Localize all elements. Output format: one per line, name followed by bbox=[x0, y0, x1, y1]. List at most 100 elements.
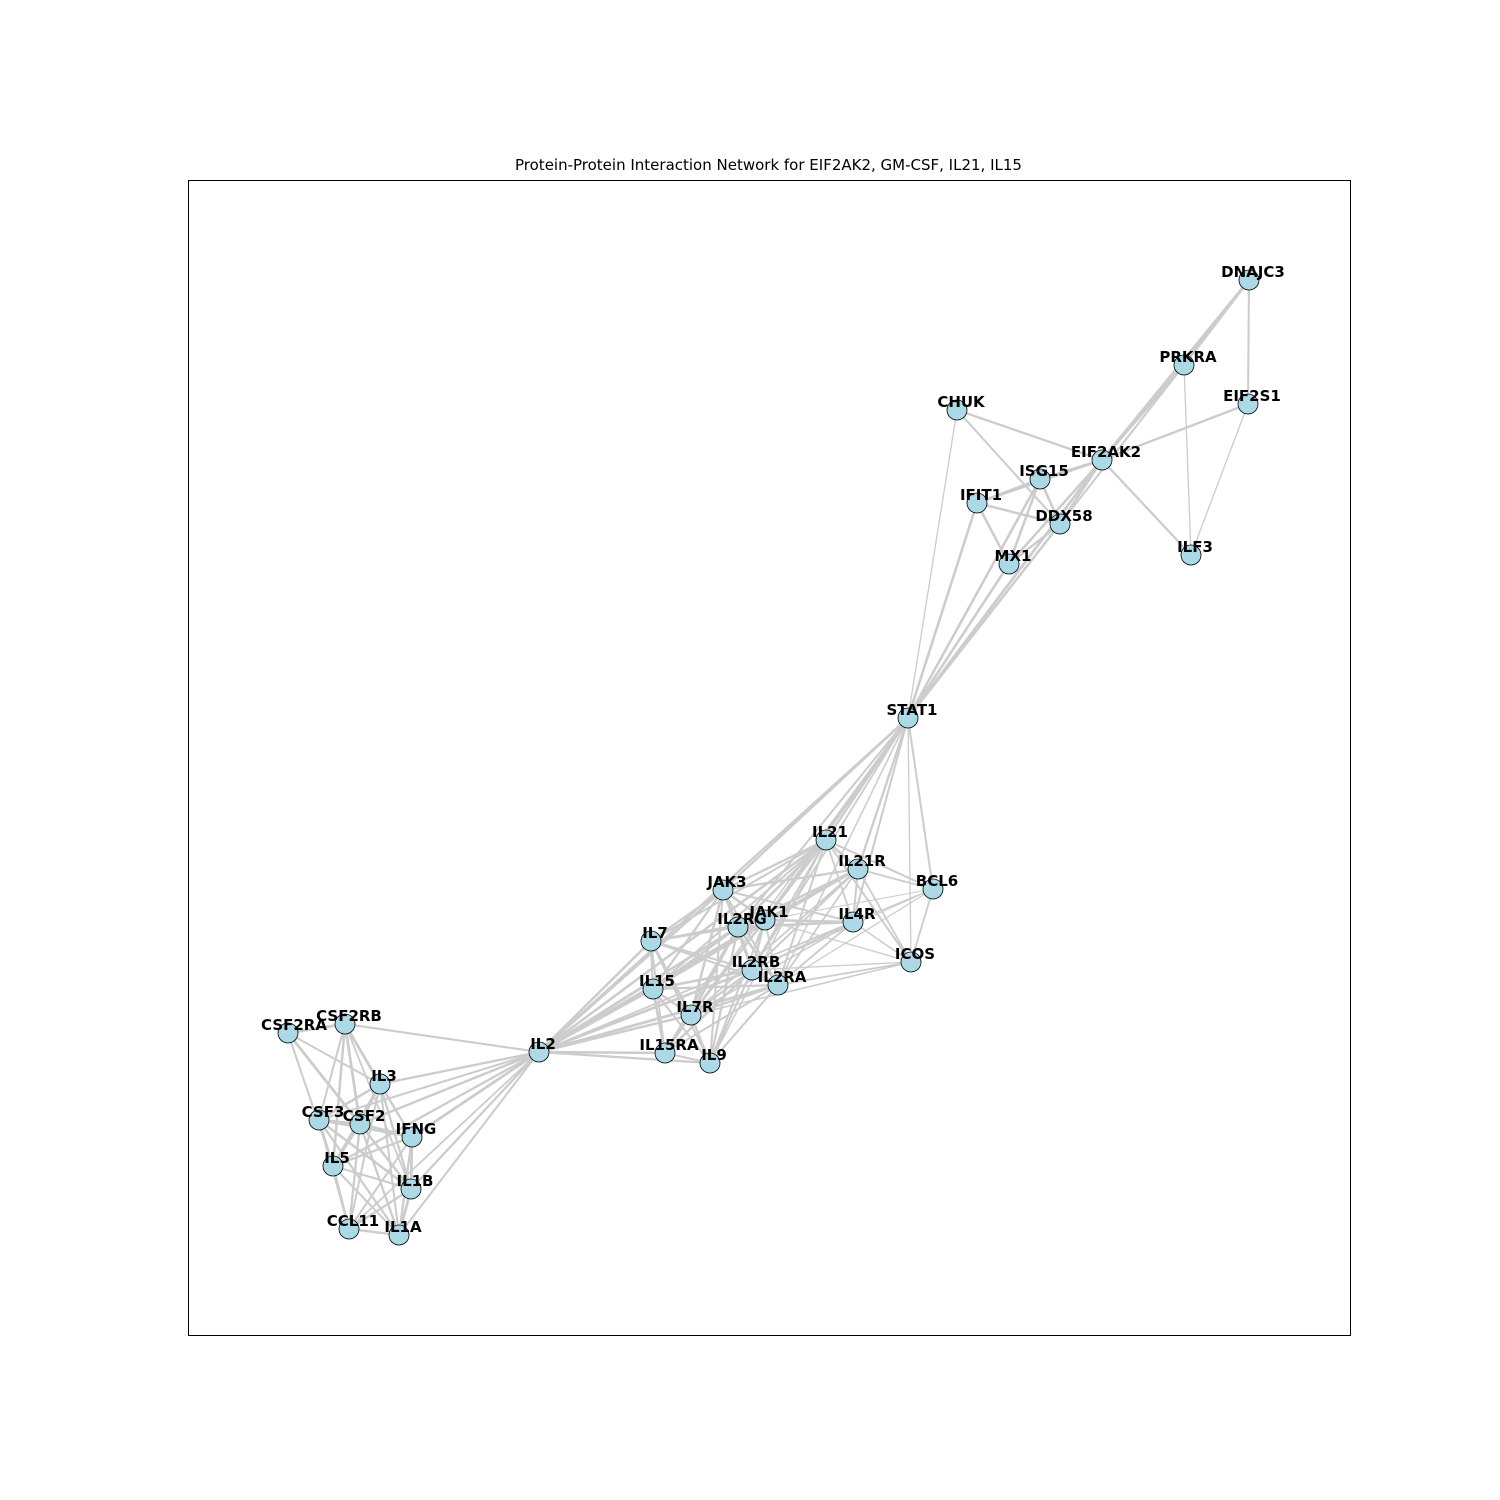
node-label: DNAJC3 bbox=[1221, 263, 1285, 281]
node-stat1: STAT1 bbox=[887, 701, 937, 729]
node-label: ILF3 bbox=[1177, 538, 1213, 556]
edge-csf2ra-csf2 bbox=[286, 1031, 362, 1126]
node-marker bbox=[966, 492, 988, 514]
edge-il9-il2 bbox=[537, 1050, 712, 1065]
edge-stat1-il21r bbox=[856, 716, 910, 871]
node-label: CSF2 bbox=[343, 1107, 386, 1125]
node-marker bbox=[369, 1073, 391, 1095]
node-mx1: MX1 bbox=[995, 547, 1031, 575]
node-label: CSF3 bbox=[302, 1103, 345, 1121]
edge-jak3-il4r bbox=[721, 888, 855, 924]
edge-csf2rb-csf3 bbox=[317, 1022, 347, 1122]
node-csf2: CSF2 bbox=[343, 1107, 386, 1135]
node-csf3: CSF3 bbox=[302, 1103, 345, 1131]
node-il15ra: IL15RA bbox=[639, 1036, 699, 1064]
edge-il21r-il2ra bbox=[777, 868, 859, 986]
edge-ddx58-stat1 bbox=[906, 522, 1062, 720]
node-il7r: IL7R bbox=[676, 998, 714, 1026]
edge-ifit1-mx1 bbox=[975, 501, 1011, 566]
node-label: IL21 bbox=[812, 823, 848, 841]
edge-eif2s1-ilf3 bbox=[1190, 403, 1249, 556]
edge-il21-bcl6 bbox=[824, 838, 935, 891]
node-il9: IL9 bbox=[699, 1046, 727, 1074]
node-marker bbox=[1237, 393, 1259, 415]
edge-il5-il1b bbox=[331, 1164, 413, 1191]
edge-il5-ccl11 bbox=[331, 1164, 351, 1231]
node-marker bbox=[946, 399, 968, 421]
node-label: IL15RA bbox=[639, 1036, 699, 1054]
node-label: IFIT1 bbox=[960, 486, 1002, 504]
edge-il3-il1a bbox=[378, 1082, 401, 1237]
node-label: EIF2AK2 bbox=[1071, 443, 1141, 461]
node-marker bbox=[308, 1109, 330, 1131]
edge-il2rg-il2ra bbox=[736, 925, 780, 987]
node-il2rg: IL2RG bbox=[717, 910, 767, 938]
node-ifng: IFNG bbox=[396, 1120, 437, 1148]
node-marker bbox=[338, 1218, 360, 1240]
node-il2rb: IL2RB bbox=[732, 953, 780, 981]
edge-ddx58-mx1 bbox=[1007, 522, 1062, 566]
node-label: IL15 bbox=[639, 972, 675, 990]
edge-il2rg-il7 bbox=[649, 925, 740, 943]
node-il21r: IL21R bbox=[838, 852, 886, 880]
edge-il2rb-il15ra bbox=[663, 968, 754, 1055]
node-marker bbox=[727, 916, 749, 938]
edge-il21-jak3 bbox=[721, 838, 828, 892]
node-marker bbox=[1091, 449, 1113, 471]
edge-il21-il4r bbox=[825, 839, 854, 923]
node-marker bbox=[1238, 269, 1260, 291]
node-label: IL4R bbox=[838, 905, 876, 923]
edge-il21-il2rb bbox=[750, 838, 828, 972]
edge-bcl6-il2ra bbox=[777, 888, 934, 986]
node-label: CCL11 bbox=[327, 1212, 379, 1230]
node-marker bbox=[699, 1052, 721, 1074]
edge-il21-il15 bbox=[651, 838, 828, 991]
node-marker bbox=[922, 878, 944, 900]
node-csf2ra: CSF2RA bbox=[261, 1016, 327, 1044]
edge-il5-il1a bbox=[331, 1164, 401, 1237]
node-label: IL9 bbox=[701, 1046, 727, 1064]
edge-il1b-ccl11 bbox=[347, 1187, 413, 1231]
edge-csf2rb-csf2 bbox=[343, 1022, 362, 1126]
edge-il7r-il2 bbox=[537, 1013, 693, 1054]
edge-il2-ifng bbox=[410, 1050, 541, 1139]
node-il21: IL21 bbox=[812, 823, 848, 851]
node-icos: ICOS bbox=[895, 945, 935, 973]
node-marker bbox=[847, 858, 869, 880]
node-il4r: IL4R bbox=[838, 905, 876, 933]
node-label: CSF2RA bbox=[261, 1016, 327, 1034]
node-il15: IL15 bbox=[639, 972, 675, 1000]
edges-layer bbox=[286, 278, 1251, 1237]
node-marker bbox=[680, 1004, 702, 1026]
node-label: IL2RG bbox=[717, 910, 766, 928]
node-label: IL2 bbox=[530, 1035, 556, 1053]
node-label: IL7R bbox=[676, 998, 714, 1016]
edge-il2-csf2 bbox=[358, 1050, 541, 1126]
edge-prkra-eif2ak2 bbox=[1100, 363, 1186, 462]
node-label: IFNG bbox=[396, 1120, 437, 1138]
node-jak3: JAK3 bbox=[706, 873, 747, 901]
node-marker bbox=[400, 1178, 422, 1200]
node-marker bbox=[642, 978, 664, 1000]
edge-il2rb-il15 bbox=[651, 968, 754, 991]
node-ifit1: IFIT1 bbox=[960, 486, 1002, 514]
node-label: IL1A bbox=[384, 1218, 422, 1236]
edge-il2rg-il2 bbox=[537, 925, 740, 1054]
edge-il15ra-il2 bbox=[537, 1050, 667, 1055]
node-label: CHUK bbox=[937, 393, 986, 411]
edge-il2-csf3 bbox=[317, 1050, 541, 1122]
edge-il2ra-il9 bbox=[708, 983, 780, 1065]
edge-mx1-stat1 bbox=[906, 562, 1011, 720]
edge-chuk-stat1 bbox=[907, 409, 958, 719]
node-eif2s1: EIF2S1 bbox=[1223, 387, 1281, 415]
node-label: PRKRA bbox=[1159, 348, 1217, 366]
node-label: IL21R bbox=[838, 852, 886, 870]
node-il5: IL5 bbox=[322, 1149, 350, 1177]
edge-il21-il7 bbox=[649, 838, 828, 943]
edge-il2-il3 bbox=[378, 1050, 541, 1086]
edge-jak3-il7r bbox=[689, 888, 725, 1017]
node-chuk: CHUK bbox=[937, 393, 986, 421]
edge-ifit1-stat1 bbox=[906, 501, 979, 720]
